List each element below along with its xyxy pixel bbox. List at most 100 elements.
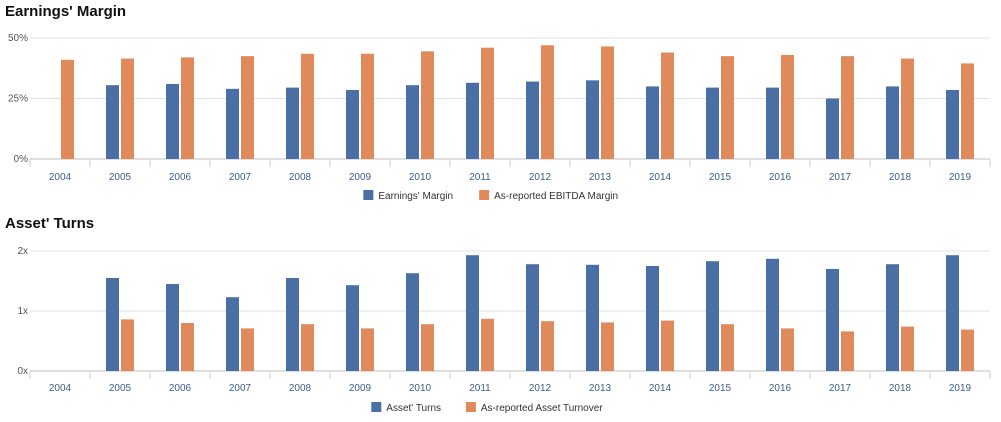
- x-tick-label: 2009: [349, 172, 372, 183]
- bar-primary: [586, 80, 599, 159]
- bar-primary: [106, 278, 119, 371]
- legend-label[interactable]: As-reported Asset Turnover: [481, 403, 603, 414]
- earnings-margin-chart: 0% 25% 50% 2004 2005 2006 2007 2008 2009 2010 2011…: [8, 33, 991, 202]
- x-tick-label: 2016: [769, 383, 792, 394]
- x-tick-label: 2018: [889, 172, 912, 183]
- bar-secondary: [841, 56, 854, 159]
- bar-primary: [826, 98, 839, 159]
- y-tick-label: 1x: [17, 306, 28, 317]
- legend-swatch: [465, 402, 476, 412]
- x-tick-label: 2014: [649, 383, 672, 394]
- x-tick-label: 2005: [109, 383, 132, 394]
- y-tick-label: 2x: [17, 246, 28, 257]
- bar-primary: [766, 87, 779, 159]
- bar-primary: [886, 264, 899, 371]
- bar-primary: [946, 255, 959, 371]
- bar-secondary: [661, 320, 674, 371]
- x-tick-label: 2012: [529, 172, 552, 183]
- bar-secondary: [601, 322, 614, 371]
- bar-secondary: [421, 51, 434, 160]
- bar-primary: [106, 85, 119, 159]
- bar-secondary: [901, 58, 914, 159]
- x-tick-label: 2004: [49, 172, 72, 183]
- y-tick-label: 25%: [8, 94, 28, 105]
- legend-label[interactable]: Earnings' Margin: [378, 191, 453, 202]
- bar-secondary: [481, 318, 494, 371]
- bar-primary: [286, 87, 299, 159]
- bar-secondary: [301, 53, 314, 160]
- bar-primary: [466, 255, 479, 371]
- earnings-margin-title: Earnings' Margin: [5, 3, 127, 20]
- x-tick-label: 2019: [949, 172, 972, 183]
- bar-primary: [526, 81, 539, 159]
- asset-turns-title: Asset' Turns: [5, 215, 95, 232]
- bar-primary: [526, 264, 539, 371]
- x-tick-label: 2016: [769, 172, 792, 183]
- bar-secondary: [721, 324, 734, 371]
- x-tick-label: 2010: [409, 172, 432, 183]
- bar-primary: [706, 87, 719, 159]
- bar-primary: [166, 284, 179, 371]
- bar-secondary: [721, 56, 734, 159]
- bar-primary: [646, 266, 659, 371]
- bar-primary: [646, 86, 659, 159]
- bar-primary: [886, 86, 899, 159]
- x-tick-label: 2009: [349, 383, 372, 394]
- bar-primary: [946, 90, 959, 159]
- bar-secondary: [361, 328, 374, 371]
- bar-secondary: [841, 331, 854, 371]
- bar-secondary: [181, 57, 194, 159]
- bar-secondary: [601, 46, 614, 159]
- x-tick-label: 2013: [589, 172, 612, 183]
- legend-label[interactable]: Asset' Turns: [386, 403, 441, 414]
- bar-secondary: [61, 59, 74, 159]
- y-tick-label: 0%: [14, 154, 29, 165]
- bar-primary: [346, 285, 359, 371]
- x-tick-label: 2012: [529, 383, 552, 394]
- y-tick-label: 0x: [17, 366, 28, 377]
- x-tick-label: 2007: [229, 383, 252, 394]
- x-tick-label: 2015: [709, 172, 732, 183]
- bar-secondary: [121, 58, 134, 159]
- bar-secondary: [661, 52, 674, 159]
- asset-turns-chart: 0x 1x 2x 2004 2005 2006 2007 2008 2009 2010 2011 20…: [17, 246, 991, 414]
- bar-primary: [406, 273, 419, 371]
- bar-secondary: [241, 328, 254, 371]
- x-tick-label: 2007: [229, 172, 252, 183]
- asset-turns-panel: Asset' Turns 0x 1x 2x 2004 2005 2006 2007 2008 2…: [0, 212, 1001, 422]
- bar-secondary: [181, 323, 194, 371]
- bar-secondary: [961, 329, 974, 371]
- x-tick-label: 2011: [469, 383, 491, 394]
- bar-primary: [346, 90, 359, 159]
- bar-primary: [466, 82, 479, 159]
- x-tick-label: 2006: [169, 383, 192, 394]
- bar-secondary: [781, 328, 794, 371]
- bar-secondary: [781, 54, 794, 159]
- x-tick-label: 2004: [49, 383, 72, 394]
- bar-primary: [586, 264, 599, 371]
- bar-primary: [226, 88, 239, 159]
- legend-label[interactable]: As-reported EBITDA Margin: [494, 191, 618, 202]
- x-tick-label: 2019: [949, 383, 972, 394]
- bar-secondary: [241, 56, 254, 159]
- bar-secondary: [541, 321, 554, 371]
- x-tick-label: 2013: [589, 383, 612, 394]
- x-tick-label: 2008: [289, 172, 312, 183]
- bar-primary: [706, 261, 719, 371]
- bar-secondary: [541, 45, 554, 160]
- bar-primary: [766, 258, 779, 371]
- x-tick-label: 2006: [169, 172, 192, 183]
- x-tick-label: 2008: [289, 383, 312, 394]
- bar-primary: [406, 85, 419, 159]
- legend-swatch: [363, 190, 374, 200]
- bar-primary: [286, 278, 299, 371]
- bar-secondary: [481, 47, 494, 159]
- x-tick-label: 2018: [889, 383, 912, 394]
- bar-primary: [166, 83, 179, 159]
- x-tick-label: 2010: [409, 383, 432, 394]
- earnings-margin-panel: Earnings' Margin 0% 25% 50% 2004 2005 2006 200…: [5, 3, 991, 202]
- bar-primary: [826, 269, 839, 371]
- bar-secondary: [961, 63, 974, 159]
- bar-primary: [226, 297, 239, 371]
- x-tick-label: 2017: [829, 172, 852, 183]
